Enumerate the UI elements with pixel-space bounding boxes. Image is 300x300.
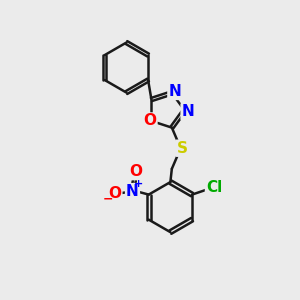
Text: N: N [168, 84, 181, 99]
Text: S: S [177, 141, 188, 156]
Text: Cl: Cl [206, 180, 222, 195]
Text: N: N [182, 104, 194, 119]
Text: O: O [143, 113, 157, 128]
Text: N: N [126, 184, 139, 199]
Text: −: − [102, 193, 113, 206]
Text: O: O [108, 186, 121, 201]
Text: +: + [134, 179, 144, 189]
Text: O: O [129, 164, 142, 179]
